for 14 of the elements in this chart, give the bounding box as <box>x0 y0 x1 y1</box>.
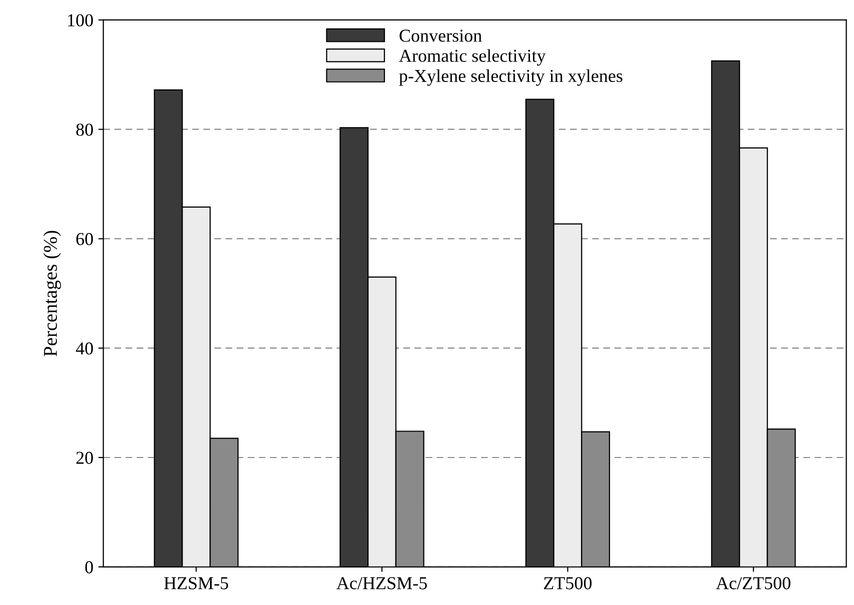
x-tick-label: HZSM-5 <box>164 577 228 590</box>
legend-label: Conversion <box>400 30 482 42</box>
x-tick-label: ZT500 <box>544 577 592 590</box>
y-tick-label: 60 <box>76 232 93 246</box>
y-tick-label: 0 <box>85 561 93 574</box>
y-tick-label: 80 <box>76 124 93 136</box>
x-tick-label: Ac/HZSM-5 <box>336 577 427 590</box>
y-tick-label: 20 <box>76 452 93 464</box>
legend-label: p-Xylene selectivity in xylenes <box>399 69 622 86</box>
y-tick-label: 100 <box>68 14 93 26</box>
y-axis-title: Percentages (%) <box>43 230 61 356</box>
y-tick-label: 40 <box>76 342 93 355</box>
x-tick-label: Ac/ZT500 <box>716 577 790 590</box>
legend-label: Aromatic selectivity <box>399 49 546 66</box>
